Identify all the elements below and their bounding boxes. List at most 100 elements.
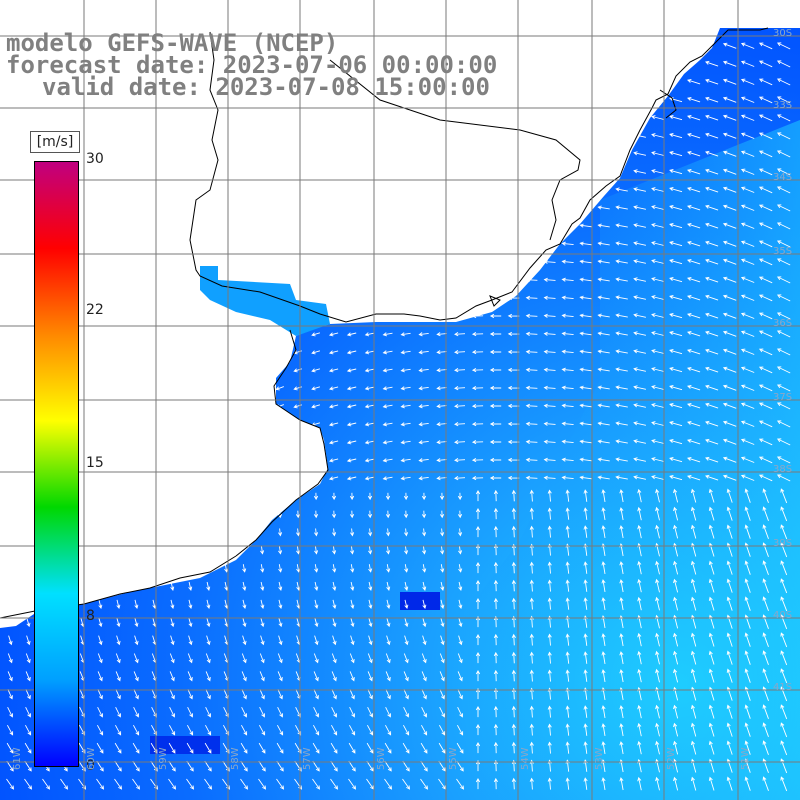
wind-arrow xyxy=(475,507,481,520)
wind-arrow xyxy=(690,560,697,575)
estuary-water xyxy=(200,266,330,336)
wind-arrow xyxy=(170,635,175,646)
wind-arrow xyxy=(440,635,445,646)
wind-arrow xyxy=(651,421,665,426)
wind-arrow xyxy=(418,368,429,373)
wind-arrow xyxy=(776,420,791,428)
longitude-label: 52W xyxy=(666,747,677,770)
wind-arrow xyxy=(547,723,552,736)
wind-arrow xyxy=(525,403,538,408)
wind-arrow xyxy=(418,422,429,427)
wind-arrow xyxy=(601,777,606,790)
wind-arrow xyxy=(722,294,737,301)
wind-arrow xyxy=(655,650,660,665)
wind-arrow xyxy=(651,187,665,192)
wind-arrow xyxy=(293,404,302,409)
wind-arrow xyxy=(758,294,773,302)
wind-arrow xyxy=(669,115,683,121)
wind-arrow xyxy=(439,653,445,664)
wind-arrow xyxy=(565,507,570,520)
wind-arrow xyxy=(561,421,574,426)
wind-arrow xyxy=(471,422,484,427)
wind-arrow xyxy=(400,332,411,337)
wind-arrow xyxy=(740,258,755,265)
wind-arrow xyxy=(579,313,592,318)
wind-arrow xyxy=(346,350,357,355)
wind-arrow xyxy=(744,578,751,593)
wind-arrow xyxy=(543,367,556,372)
wind-arrow xyxy=(543,457,556,462)
wind-arrow xyxy=(705,78,719,85)
wind-arrow xyxy=(328,458,339,463)
wind-arrow xyxy=(475,615,481,628)
wind-arrow xyxy=(740,114,755,121)
wind-arrow xyxy=(619,507,624,521)
wind-arrow xyxy=(740,402,755,409)
wind-arrow xyxy=(364,368,375,373)
wind-arrow xyxy=(561,277,574,282)
wind-arrow xyxy=(400,422,411,427)
wind-arrow xyxy=(367,706,373,718)
wind-arrow xyxy=(277,689,283,700)
wind-arrow xyxy=(349,724,356,736)
longitude-label: 55W xyxy=(448,747,459,770)
wind-arrow xyxy=(242,581,247,591)
wind-arrow xyxy=(633,151,646,156)
wind-arrow xyxy=(475,579,481,592)
wind-arrow xyxy=(367,492,373,501)
wind-arrow xyxy=(186,778,195,790)
wind-arrow xyxy=(776,78,791,86)
wind-arrow xyxy=(385,653,391,664)
wind-arrow xyxy=(722,438,737,445)
wind-arrow xyxy=(740,150,755,157)
wind-arrow xyxy=(637,596,642,611)
wind-arrow xyxy=(241,689,247,700)
wind-arrow xyxy=(543,385,556,390)
wind-arrow xyxy=(311,386,321,391)
wind-arrow xyxy=(493,597,498,610)
wind-arrow xyxy=(565,777,570,790)
wind-arrow xyxy=(744,650,751,665)
wind-arrow xyxy=(705,348,719,355)
wind-arrow xyxy=(776,294,791,302)
wind-arrow xyxy=(367,689,373,700)
wind-arrow xyxy=(673,650,679,665)
wind-arrow xyxy=(633,475,646,480)
wind-arrow xyxy=(493,579,498,592)
wind-arrow xyxy=(295,510,301,519)
wind-arrow xyxy=(543,421,556,426)
wind-arrow xyxy=(655,596,660,611)
longitude-label: 61W xyxy=(12,747,23,770)
wind-arrow xyxy=(705,222,719,229)
wind-arrow xyxy=(601,651,606,664)
wind-arrow xyxy=(314,599,319,610)
wind-arrow xyxy=(493,759,498,772)
longitude-label: 60W xyxy=(86,747,97,770)
wind-arrow xyxy=(241,706,247,718)
wind-arrow xyxy=(597,277,610,282)
wind-arrow xyxy=(744,722,751,737)
wind-arrow xyxy=(493,543,498,556)
wind-arrow xyxy=(364,458,375,463)
wind-arrow xyxy=(637,722,642,737)
wind-arrow xyxy=(547,705,552,718)
wind-arrow xyxy=(332,564,337,573)
wind-arrow xyxy=(133,653,139,664)
wind-arrow xyxy=(168,742,176,754)
wind-arrow xyxy=(601,489,606,502)
wind-arrow xyxy=(475,723,481,736)
wind-arrow xyxy=(744,740,751,755)
wind-arrow xyxy=(421,671,427,682)
wind-arrow xyxy=(615,331,628,336)
wind-arrow xyxy=(705,312,719,319)
wind-arrow xyxy=(708,776,715,791)
wind-arrow xyxy=(597,205,610,210)
colorbar xyxy=(34,161,79,767)
wind-arrow xyxy=(565,669,570,682)
wind-arrow xyxy=(776,114,791,122)
wind-arrow xyxy=(776,168,791,176)
wind-arrow xyxy=(475,651,481,664)
wind-arrow xyxy=(633,241,646,246)
wind-arrow xyxy=(493,651,498,664)
wind-arrow xyxy=(619,651,624,665)
